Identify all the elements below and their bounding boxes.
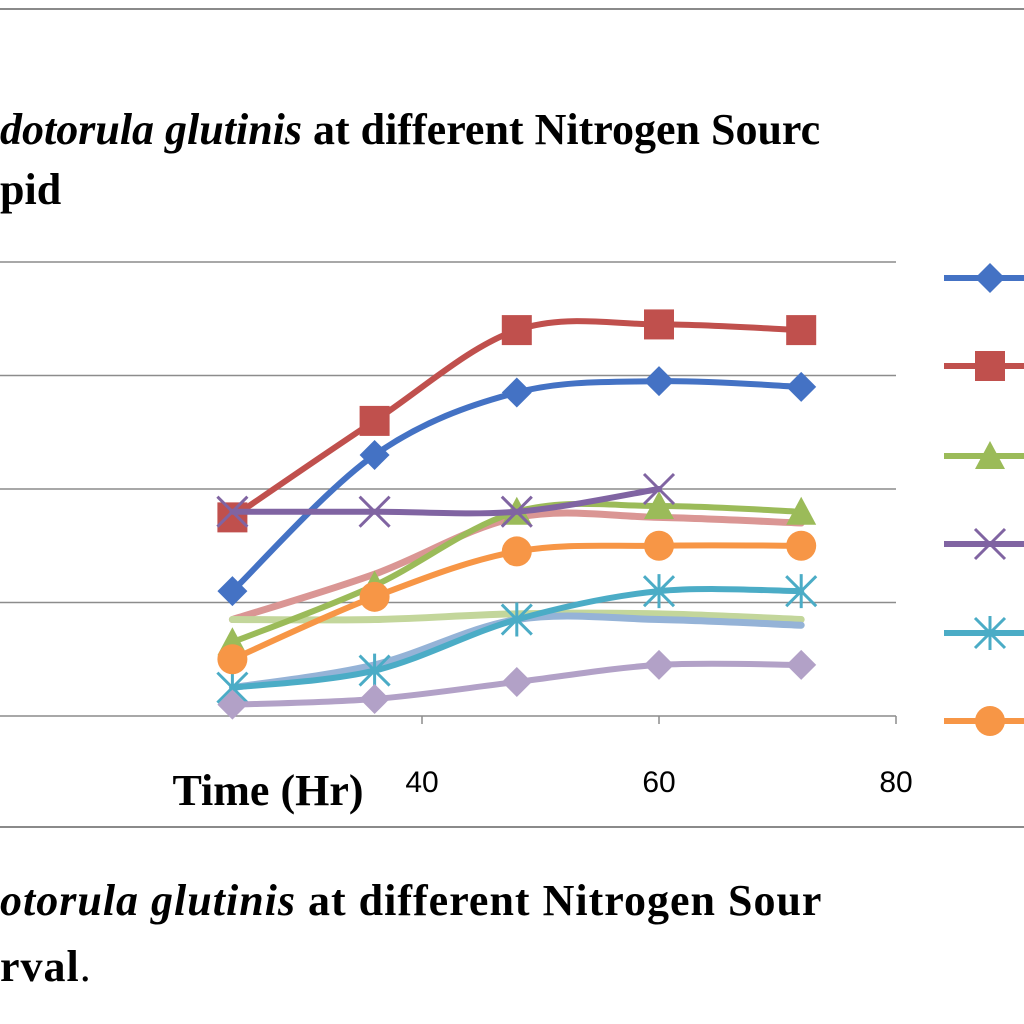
series-2-point-4: [644, 309, 674, 340]
legend-entry-3: [944, 441, 1024, 469]
chart-title-line1: dotorula glutinis at different Nitrogen …: [0, 100, 1024, 160]
series-10-point-4: [644, 649, 674, 680]
series-4-line: [229, 486, 662, 517]
chart-title: dotorula glutinis at different Nitrogen …: [0, 100, 1024, 220]
caption-line2: rval.: [0, 934, 1024, 1000]
series-10-point-1: [217, 689, 248, 720]
series-6-point-1: [217, 644, 248, 675]
legend-entry-1-marker: [975, 263, 1005, 293]
series-5: [216, 574, 818, 705]
series-4: [216, 472, 676, 528]
series-4-point-4: [642, 472, 676, 506]
figure-caption: otorula glutinis at different Nitrogen S…: [0, 868, 1024, 1000]
legend: [944, 263, 1024, 736]
series-1-point-4: [644, 366, 674, 397]
legend-entry-5: [944, 616, 1024, 650]
series-6-point-5: [786, 530, 817, 561]
x-axis-title: Time (Hr): [172, 766, 363, 815]
chart-title-line2: pid: [0, 165, 62, 214]
legend-entry-5-marker: [973, 616, 1007, 650]
series-2: [217, 309, 817, 533]
series-2-point-1: [217, 502, 248, 533]
legend-entry-2: [944, 351, 1024, 381]
series-5-point-5: [785, 574, 818, 609]
legend-entry-1: [944, 263, 1024, 293]
series-2-point-3: [501, 315, 532, 346]
series-3-point-5: [786, 496, 817, 525]
bottom-border: [0, 826, 1024, 828]
series-4-point-3: [500, 495, 533, 528]
series-2-line: [229, 318, 805, 521]
series-1-point-5: [786, 371, 817, 402]
series-6-point-3: [501, 536, 532, 567]
caption-line2-text: rval: [0, 942, 80, 991]
series-3-point-4: [644, 491, 674, 520]
series-4-point-1: [216, 495, 249, 528]
legend-entry-6: [944, 706, 1024, 736]
series-layer: [216, 309, 818, 720]
series-6-point-2: [359, 581, 390, 612]
series-10-point-2: [359, 683, 390, 714]
series-6: [217, 530, 817, 675]
x-tick-label-80: 80: [879, 766, 912, 799]
series-6-point-4: [644, 530, 674, 561]
legend-entry-3-marker: [975, 441, 1005, 469]
series-2-point-5: [786, 315, 817, 346]
series-1-point-3: [501, 377, 532, 408]
series-10-point-3: [501, 666, 532, 697]
series-10-point-5: [786, 649, 817, 680]
x-tick-label-60: 60: [642, 766, 675, 799]
legend-entry-4: [944, 527, 1024, 561]
top-border: [0, 8, 1024, 10]
legend-entry-6-marker: [975, 706, 1005, 736]
caption-line1: otorula glutinis at different Nitrogen S…: [0, 868, 1024, 934]
series-5-point-4: [642, 574, 676, 609]
caption-italic: otorula glutinis: [0, 876, 297, 925]
series-5-point-2: [358, 653, 391, 688]
legend-entry-4-marker: [973, 527, 1007, 561]
x-tick-labels: 40 60 80: [405, 766, 912, 799]
gridlines: [0, 261, 897, 724]
caption-rest: at different Nitrogen Sour: [296, 876, 823, 925]
series-10: [217, 649, 817, 720]
series-1-point-2: [359, 439, 390, 470]
title-rest: at different Nitrogen Sourc: [302, 105, 821, 154]
series-1: [217, 366, 817, 607]
legend-entry-2-marker: [975, 351, 1005, 381]
series-2-point-2: [359, 405, 390, 436]
series-5-point-3: [500, 602, 533, 637]
series-4-point-2: [358, 495, 391, 528]
title-italic: dotorula glutinis: [0, 105, 303, 154]
x-tick-label-40: 40: [405, 766, 438, 799]
caption-line2-end: .: [79, 942, 92, 991]
series-1-point-1: [217, 576, 248, 607]
